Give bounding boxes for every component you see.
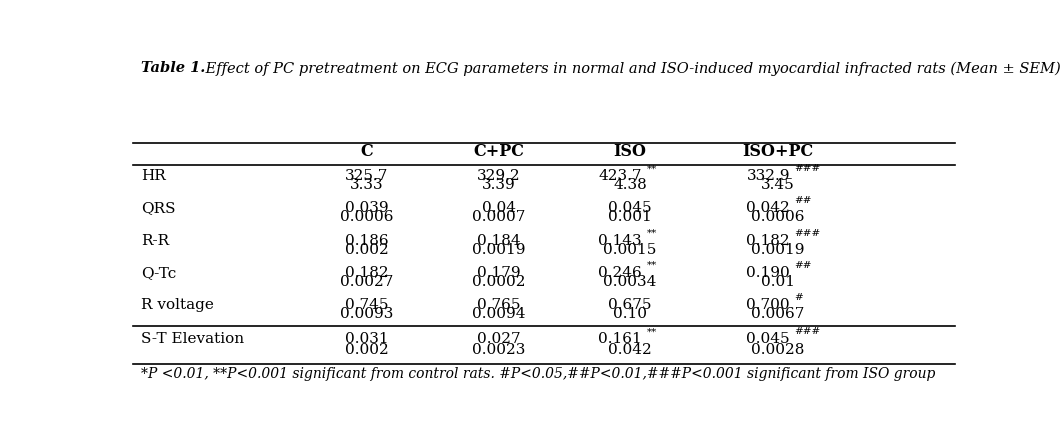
Text: 0.0019: 0.0019 xyxy=(472,242,525,257)
Text: **: ** xyxy=(646,229,657,238)
Text: 0.675: 0.675 xyxy=(608,298,651,312)
Text: 3.33: 3.33 xyxy=(350,178,384,192)
Text: 4.38: 4.38 xyxy=(613,178,647,192)
Text: 0.184: 0.184 xyxy=(476,234,520,248)
Text: 0.042: 0.042 xyxy=(608,343,651,357)
Text: R-R: R-R xyxy=(141,234,169,248)
Text: 325.7: 325.7 xyxy=(345,169,388,183)
Text: 0.0002: 0.0002 xyxy=(472,275,525,289)
Text: 0.765: 0.765 xyxy=(476,298,520,312)
Text: 0.045: 0.045 xyxy=(747,332,790,346)
Text: **: ** xyxy=(646,261,657,270)
Text: ###: ### xyxy=(795,164,821,173)
Text: 0.04: 0.04 xyxy=(482,202,516,215)
Text: 0.246: 0.246 xyxy=(598,266,642,280)
Text: 3.45: 3.45 xyxy=(761,178,795,192)
Text: Effect of PC pretreatment on ECG parameters in normal and ISO-induced myocardial: Effect of PC pretreatment on ECG paramet… xyxy=(201,61,1061,76)
Text: ###: ### xyxy=(795,229,821,238)
Text: 0.01: 0.01 xyxy=(761,275,795,289)
Text: 0.0034: 0.0034 xyxy=(604,275,657,289)
Text: **: ** xyxy=(646,327,657,337)
Text: 0.182: 0.182 xyxy=(747,234,790,248)
Text: 0.190: 0.190 xyxy=(746,266,790,280)
Text: 0.0067: 0.0067 xyxy=(751,307,805,321)
Text: R voltage: R voltage xyxy=(141,298,213,312)
Text: 329.2: 329.2 xyxy=(476,169,520,183)
Text: 0.0027: 0.0027 xyxy=(341,275,394,289)
Text: 423.7: 423.7 xyxy=(598,169,642,183)
Text: 0.027: 0.027 xyxy=(476,332,520,346)
Text: HR: HR xyxy=(141,169,166,183)
Text: 0.002: 0.002 xyxy=(345,242,388,257)
Text: 0.745: 0.745 xyxy=(345,298,388,312)
Text: 0.0094: 0.0094 xyxy=(472,307,525,321)
Text: 0.179: 0.179 xyxy=(476,266,520,280)
Text: 0.700: 0.700 xyxy=(747,298,790,312)
Text: 3.39: 3.39 xyxy=(482,178,516,192)
Text: C: C xyxy=(361,143,373,161)
Text: ISO+PC: ISO+PC xyxy=(743,143,814,161)
Text: 332.9: 332.9 xyxy=(747,169,790,183)
Text: 0.031: 0.031 xyxy=(345,332,388,346)
Text: Table 1.: Table 1. xyxy=(141,61,205,75)
Text: #: # xyxy=(795,293,803,302)
Text: 0.0028: 0.0028 xyxy=(751,343,805,357)
Text: 0.10: 0.10 xyxy=(613,307,647,321)
Text: QRS: QRS xyxy=(141,202,175,215)
Text: ISO: ISO xyxy=(613,143,646,161)
Text: ##: ## xyxy=(795,196,812,205)
Text: 0.042: 0.042 xyxy=(746,202,790,215)
Text: 0.0006: 0.0006 xyxy=(341,210,394,224)
Text: *P <0.01, **P<0.001 significant from control rats. #P<0.05,##P<0.01,###P<0.001 s: *P <0.01, **P<0.001 significant from con… xyxy=(141,367,935,381)
Text: 0.0023: 0.0023 xyxy=(472,343,525,357)
Text: Q-Tc: Q-Tc xyxy=(141,266,176,280)
Text: 0.039: 0.039 xyxy=(345,202,388,215)
Text: 0.045: 0.045 xyxy=(608,202,651,215)
Text: S-T Elevation: S-T Elevation xyxy=(141,332,244,346)
Text: 0.0006: 0.0006 xyxy=(751,210,805,224)
Text: **: ** xyxy=(646,164,657,173)
Text: 0.001: 0.001 xyxy=(608,210,651,224)
Text: 0.182: 0.182 xyxy=(345,266,388,280)
Text: 0.161: 0.161 xyxy=(598,332,642,346)
Text: ###: ### xyxy=(795,327,821,337)
Text: 0.0093: 0.0093 xyxy=(341,307,394,321)
Text: C+PC: C+PC xyxy=(473,143,524,161)
Text: 0.143: 0.143 xyxy=(598,234,642,248)
Text: 0.002: 0.002 xyxy=(345,343,388,357)
Text: ##: ## xyxy=(795,261,812,270)
Text: 0.186: 0.186 xyxy=(345,234,388,248)
Text: 0.0007: 0.0007 xyxy=(472,210,525,224)
Text: 0.0015: 0.0015 xyxy=(604,242,657,257)
Text: 0.0019: 0.0019 xyxy=(751,242,805,257)
